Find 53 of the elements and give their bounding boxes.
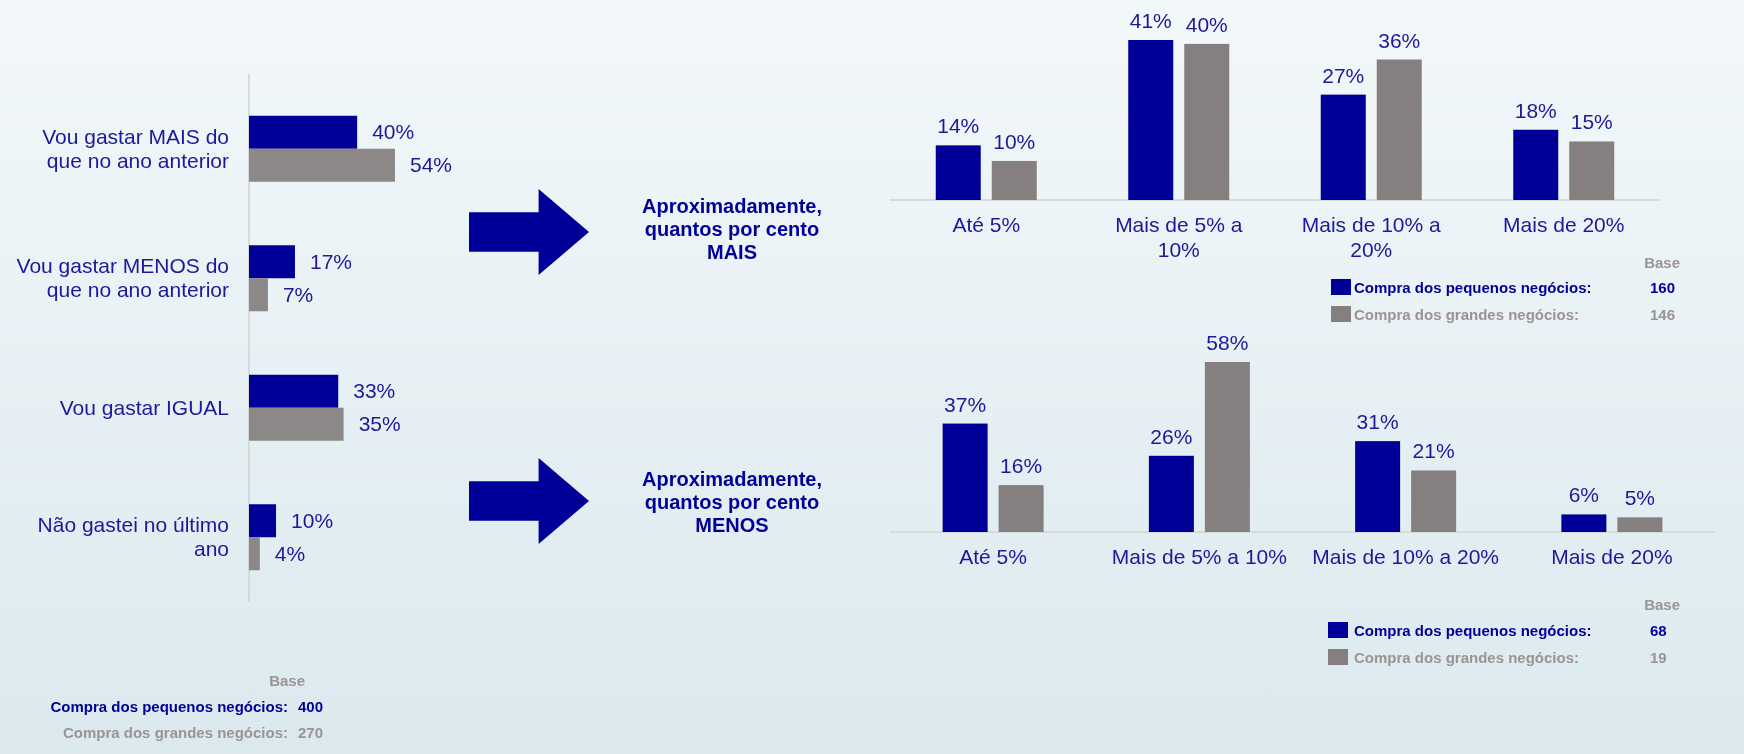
text: 270 (298, 724, 324, 741)
legend-title: Base (1644, 254, 1680, 271)
y-tick-label: Vou gastar MAIS do que no ano anterior (42, 124, 230, 172)
data-label: 7% (282, 282, 314, 306)
x-tick-label: Mais de 20% (1503, 213, 1625, 236)
data-label: 17% (309, 249, 352, 273)
data-label: 4% (274, 541, 306, 565)
data-label: 33% (353, 379, 396, 403)
text: Aproximadamente, quantos por cento MAIS (641, 195, 823, 263)
data-label: 16% (1000, 454, 1043, 478)
legend-label: Compra dos grandes negócios: (1354, 306, 1580, 323)
x-tick-label: Até 5% (959, 545, 1027, 568)
y-tick-label: Vou gastar MENOS do que no ano anterior (16, 254, 230, 302)
legend-title: Base (269, 672, 305, 689)
data-label: 40% (372, 120, 415, 144)
x-tick-label: Mais de 5% a 10% (1115, 213, 1243, 261)
legend-title: Base (1644, 596, 1680, 613)
text: 160 (1650, 279, 1676, 296)
y-tick-label: Vou gastar IGUAL (59, 395, 229, 419)
text: Compra dos grandes negócios: (62, 724, 288, 741)
data-label: 18% (1514, 98, 1557, 122)
data-label: 31% (1356, 410, 1399, 434)
data-label: 10% (291, 508, 334, 532)
text: 146 (1650, 306, 1676, 323)
data-label: 5% (1624, 486, 1656, 510)
data-label: 40% (1185, 12, 1228, 36)
data-label: 37% (944, 392, 987, 416)
x-tick-label: Mais de 10% a 20% (1312, 545, 1500, 568)
y-tick-label: Não gastei no último ano (37, 513, 229, 561)
legend-label: Compra dos grandes negócios: (1354, 649, 1580, 666)
legend-label: Compra dos pequenos negócios: (1354, 622, 1592, 639)
text: 19 (1650, 649, 1667, 666)
data-label: 15% (1570, 110, 1613, 134)
data-label: 6% (1568, 483, 1600, 507)
data-label: 41% (1129, 9, 1172, 32)
data-label: 58% (1206, 331, 1249, 354)
text: 68 (1650, 622, 1667, 639)
legend-label: Compra dos pequenos negócios: (1354, 279, 1592, 296)
data-label: 10% (993, 129, 1036, 153)
text: 400 (298, 698, 324, 715)
data-label: 54% (410, 153, 453, 177)
x-tick-label: Mais de 20% (1551, 545, 1673, 568)
x-tick-label: Mais de 10% a 20% (1301, 213, 1442, 261)
text: Aproximadamente, quantos por cento MENOS (641, 468, 823, 536)
x-tick-label: Mais de 5% a 10% (1111, 545, 1287, 568)
text: Compra dos pequenos negócios: (50, 698, 288, 715)
data-label: 27% (1322, 63, 1365, 87)
data-label: 26% (1150, 424, 1193, 448)
data-label: 14% (937, 114, 980, 138)
data-label: 21% (1412, 439, 1455, 463)
data-label: 35% (358, 412, 401, 436)
x-tick-label: Até 5% (952, 213, 1021, 236)
data-label: 36% (1378, 28, 1421, 52)
